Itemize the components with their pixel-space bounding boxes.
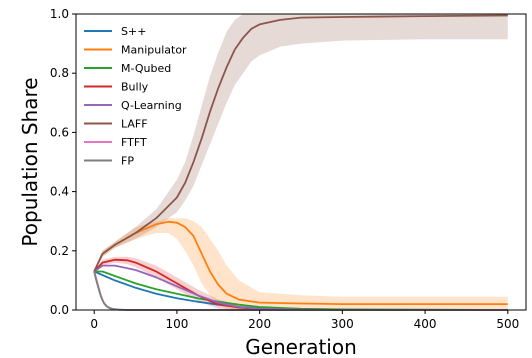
x-tick-label: 0: [90, 317, 98, 331]
legend-label: Bully: [121, 81, 149, 94]
y-tick-label: 0.6: [50, 125, 69, 139]
legend-label: FP: [121, 155, 134, 168]
legend-label: S++: [121, 25, 146, 38]
y-tick-label: 1.0: [50, 7, 69, 21]
y-axis-title: Population Share: [18, 77, 42, 246]
y-tick-label: 0.0: [50, 303, 69, 317]
band-manipulator: [94, 218, 508, 310]
legend-label: FTFT: [121, 136, 147, 149]
band-bully: [94, 256, 508, 310]
y-tick-label: 0.4: [50, 185, 69, 199]
x-tick-label: 100: [165, 317, 188, 331]
legend-label: LAFF: [121, 118, 148, 131]
y-tick-label: 0.2: [50, 244, 69, 258]
x-tick-label: 300: [331, 317, 354, 331]
y-tick-label: 0.8: [50, 66, 69, 80]
confidence-bands: [94, 14, 508, 310]
x-tick-label: 200: [248, 317, 271, 331]
x-tick-label: 500: [496, 317, 519, 331]
x-axis-title: Generation: [245, 335, 357, 358]
series-line-manipulator: [93, 220, 508, 306]
legend-label: M-Qubed: [121, 62, 171, 75]
legend-label: Manipulator: [121, 44, 187, 57]
plot-frame: [75, 13, 527, 311]
legend-label: Q-Learning: [121, 99, 182, 112]
series-line-laff: [93, 14, 508, 272]
x-tick-label: 400: [414, 317, 437, 331]
axes: 0 100 200 300 400 500 0.0 0.2 0.4 0.6 0.8 1.0: [50, 7, 527, 331]
legend: S++ Manipulator M-Qubed Bully Q-Learning LAFF…: [84, 25, 187, 168]
